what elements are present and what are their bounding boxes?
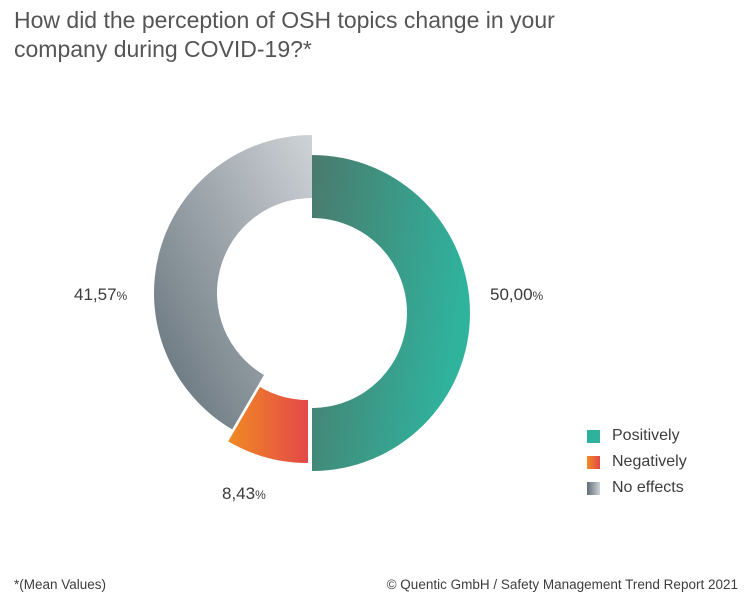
legend-swatch-negatively xyxy=(587,455,600,469)
donut-slices xyxy=(154,135,470,471)
legend-label-no-effects: No effects xyxy=(612,479,684,496)
legend-item-no-effects: No effects xyxy=(587,475,687,501)
legend-swatch-positively xyxy=(587,429,600,443)
chart-title-line-2: company during COVID-19?* xyxy=(14,36,312,62)
legend-item-negatively: Negatively xyxy=(587,449,687,475)
chart-title-line-1: How did the perception of OSH topics cha… xyxy=(14,7,555,33)
legend-label-positively: Positively xyxy=(612,427,680,444)
chart-title: How did the perception of OSH topics cha… xyxy=(14,6,654,64)
legend-swatch-no-effects xyxy=(587,481,600,495)
data-label-positively: 50,00% xyxy=(490,285,544,304)
data-label-no-effects: 41,57% xyxy=(74,285,128,304)
slice-negatively xyxy=(228,386,308,463)
footnote: *(Mean Values) xyxy=(14,577,107,592)
slice-no-effects xyxy=(154,135,312,430)
legend-item-positively: Positively xyxy=(587,423,687,449)
data-label-negatively: 8,43% xyxy=(222,484,266,503)
data-labels: 50,00% 8,43% 41,57% xyxy=(74,285,544,503)
chart-legend: Positively Negatively No effects xyxy=(587,423,687,501)
copyright-credit: © Quentic GmbH / Safety Management Trend… xyxy=(386,577,738,592)
legend-label-negatively: Negatively xyxy=(612,453,687,470)
slice-positively xyxy=(312,155,470,471)
